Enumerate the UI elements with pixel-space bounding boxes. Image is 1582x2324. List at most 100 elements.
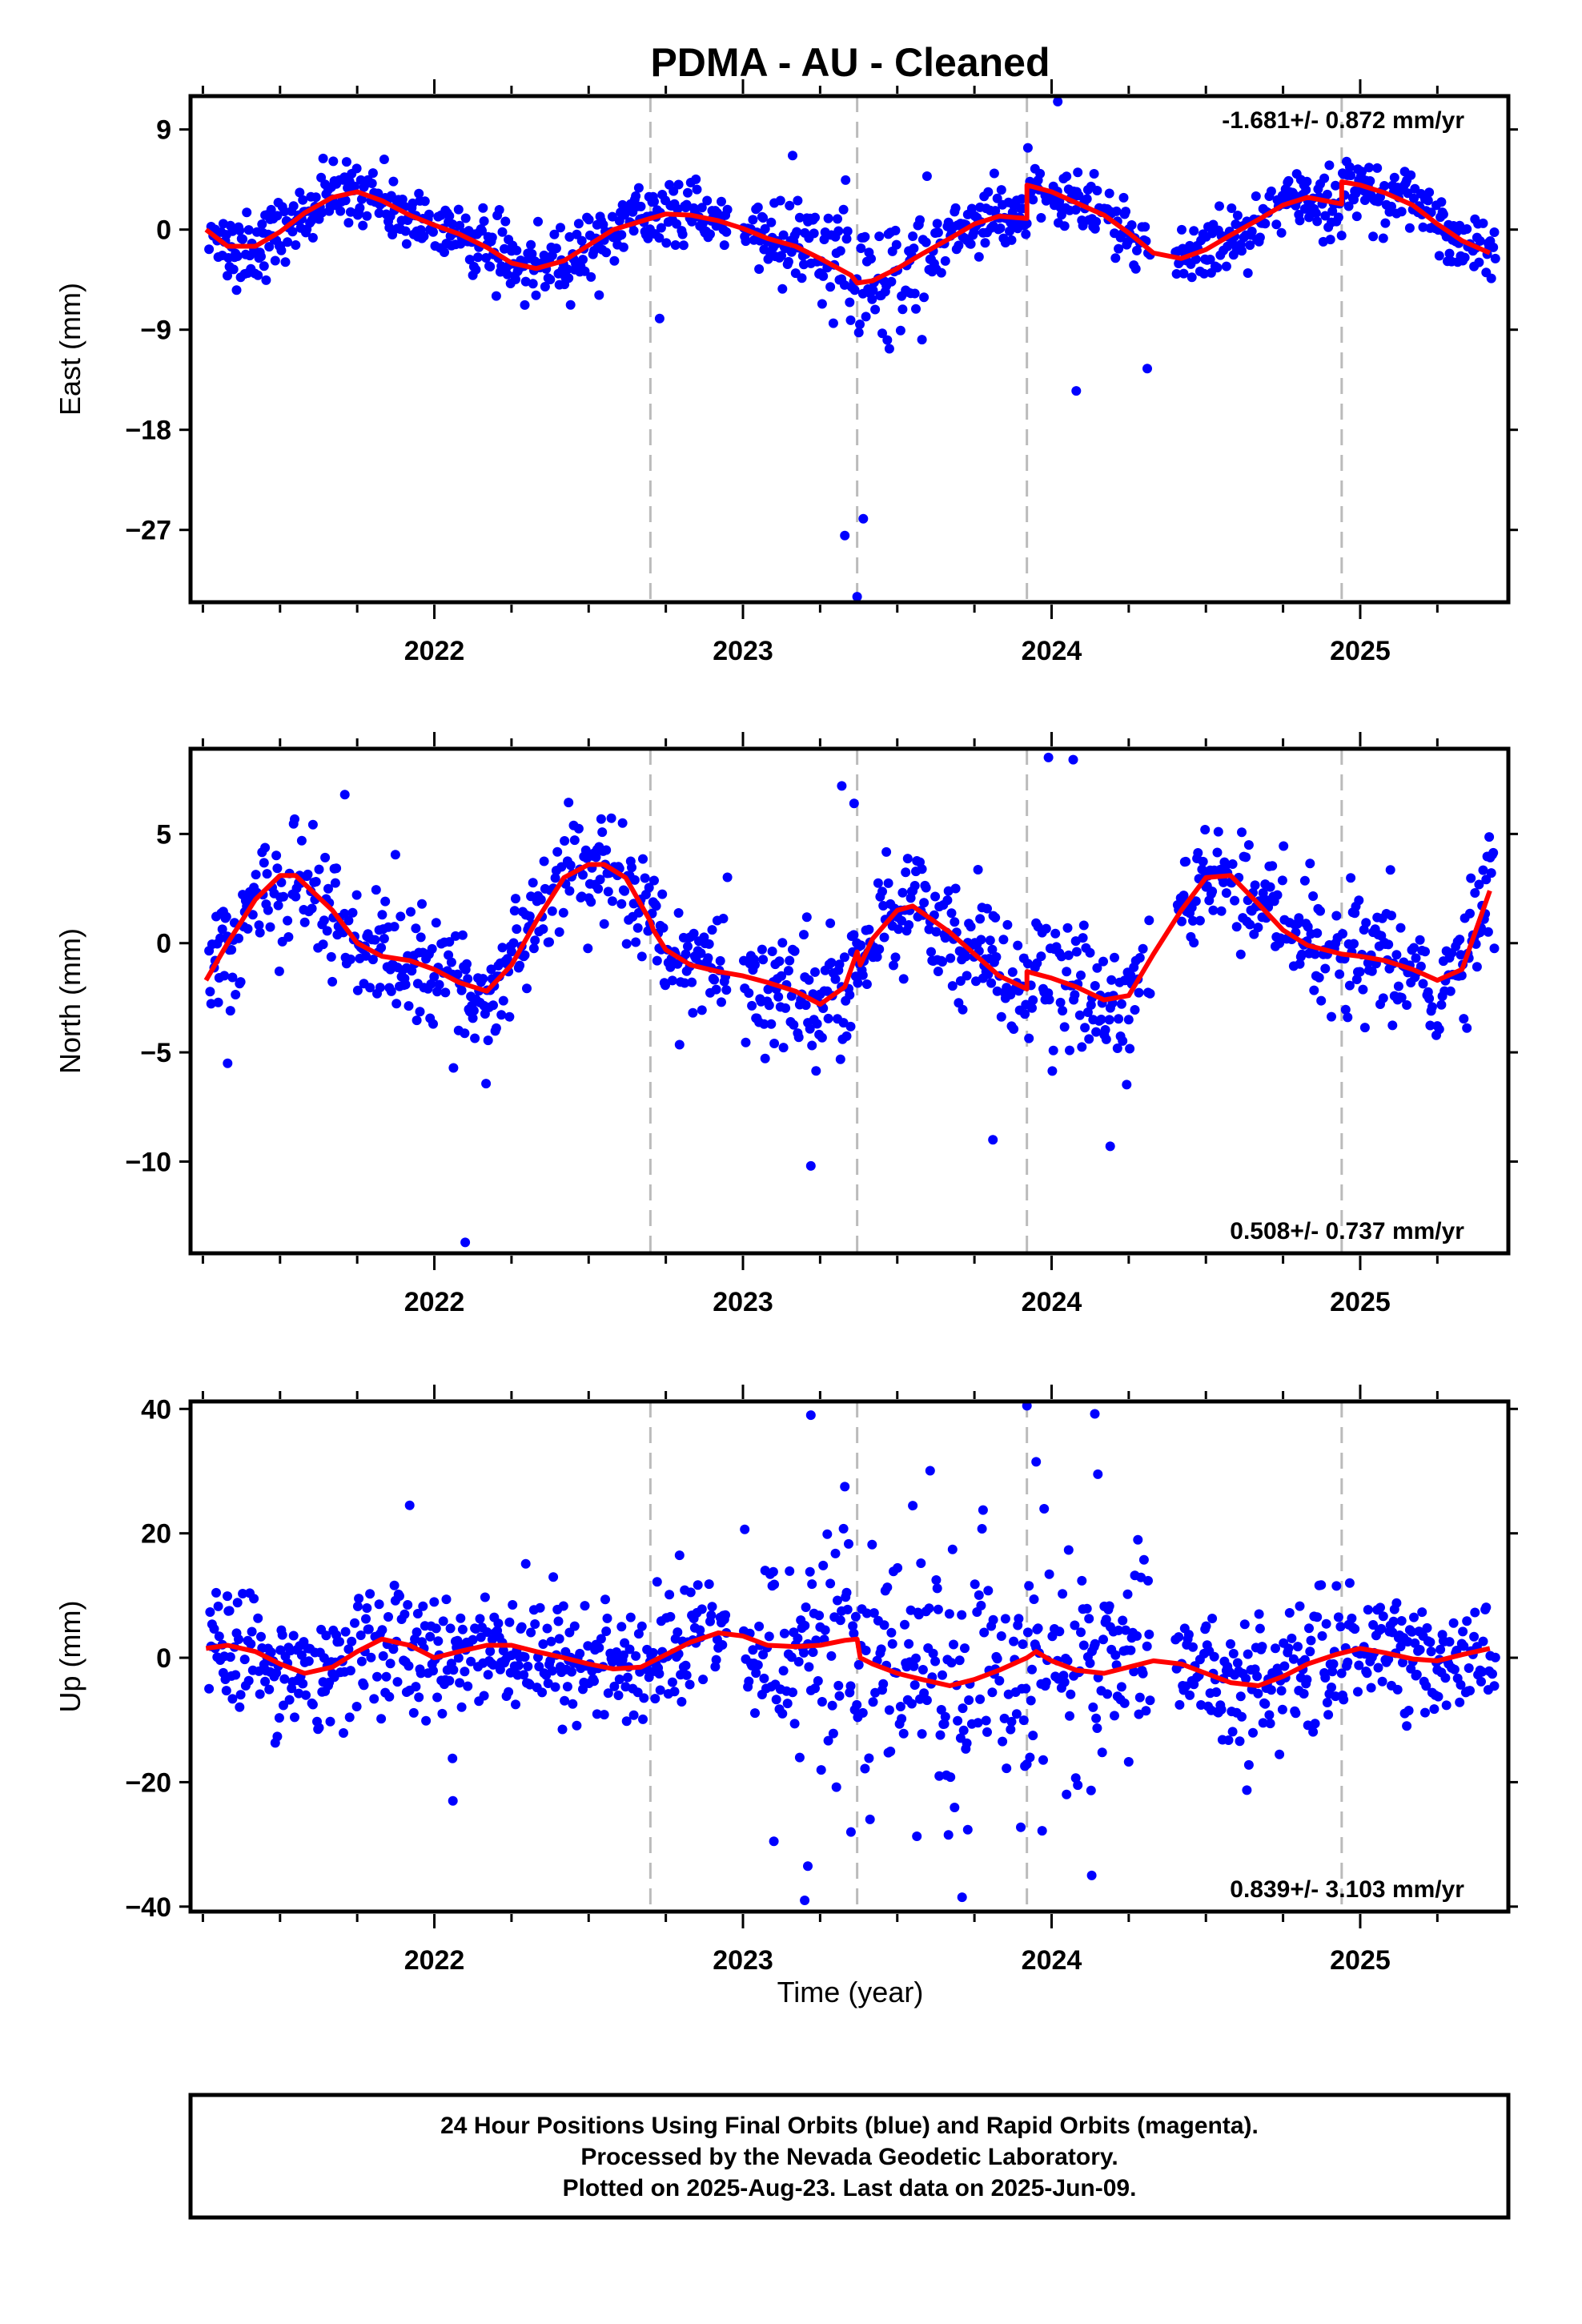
data-point <box>1039 1504 1050 1514</box>
data-point <box>921 1695 932 1706</box>
data-point <box>1481 875 1492 885</box>
data-point <box>658 923 669 933</box>
data-point <box>1378 233 1388 243</box>
east-plot-frame <box>188 94 1511 605</box>
data-point <box>811 1635 821 1646</box>
data-point <box>464 255 475 265</box>
data-point <box>343 1644 354 1655</box>
data-point <box>383 1612 393 1622</box>
data-point <box>359 1680 369 1691</box>
data-point <box>1114 1014 1124 1024</box>
data-point <box>868 285 878 296</box>
outlier-point <box>1142 364 1152 374</box>
data-point <box>205 987 215 997</box>
data-point <box>1464 1663 1474 1673</box>
data-point <box>569 1621 580 1631</box>
data-point <box>631 191 641 201</box>
data-point <box>842 1604 853 1614</box>
data-point <box>1426 1647 1436 1657</box>
data-point <box>1126 220 1137 230</box>
data-point <box>1027 1664 1037 1675</box>
data-point <box>1387 201 1396 211</box>
data-point <box>386 986 396 996</box>
data-point <box>1271 219 1282 230</box>
figure-title: PDMA - AU - Cleaned <box>650 40 1050 85</box>
outlier-point <box>852 592 862 602</box>
data-point <box>520 1652 530 1663</box>
data-point <box>1391 950 1402 960</box>
data-point <box>319 1653 329 1663</box>
data-point <box>1455 935 1465 945</box>
data-point <box>775 195 785 206</box>
data-point <box>1047 1631 1058 1642</box>
data-point <box>1308 891 1319 901</box>
data-point <box>460 213 471 223</box>
data-point <box>480 1592 490 1602</box>
data-point <box>767 947 777 956</box>
data-point <box>867 1539 877 1550</box>
data-point <box>370 935 380 945</box>
data-point <box>1427 1002 1437 1012</box>
data-point <box>1073 1780 1083 1791</box>
data-point <box>1111 206 1122 216</box>
data-point <box>826 958 837 968</box>
data-point <box>412 1015 422 1026</box>
data-point <box>279 207 290 217</box>
data-point <box>264 1684 275 1695</box>
data-point <box>1423 195 1433 206</box>
data-point <box>946 908 957 919</box>
data-point <box>432 1692 443 1703</box>
data-point <box>876 1644 886 1655</box>
data-point <box>1188 1642 1198 1652</box>
data-point <box>741 236 751 247</box>
data-point <box>204 244 215 255</box>
outlier-point <box>800 1896 810 1905</box>
data-point <box>1144 1629 1154 1639</box>
data-point <box>962 1738 972 1748</box>
data-point <box>524 911 535 922</box>
data-point <box>355 203 365 213</box>
x-tick-label: 2024 <box>1022 1287 1082 1317</box>
data-point <box>536 895 546 905</box>
data-point <box>789 1019 799 1030</box>
data-point <box>921 883 931 893</box>
data-point <box>491 1023 501 1033</box>
data-point <box>783 256 793 267</box>
data-point <box>1265 1719 1275 1729</box>
data-point <box>345 954 355 964</box>
data-point <box>1235 1691 1246 1702</box>
data-point <box>522 983 532 994</box>
data-point <box>1078 1640 1089 1651</box>
data-point <box>845 1021 856 1031</box>
data-point <box>744 1676 754 1687</box>
data-point <box>1486 273 1496 283</box>
data-point <box>1235 1736 1245 1747</box>
data-point <box>239 1655 250 1665</box>
data-point <box>1186 272 1197 283</box>
data-point <box>221 1686 231 1696</box>
data-point <box>628 226 639 236</box>
data-point <box>1267 861 1278 871</box>
data-point <box>629 875 640 885</box>
data-point <box>580 266 590 276</box>
data-point <box>759 1673 769 1683</box>
data-point <box>228 264 239 275</box>
data-point <box>1114 1625 1124 1635</box>
data-point <box>820 1625 830 1635</box>
data-point <box>654 1669 665 1679</box>
data-point <box>528 878 538 888</box>
data-point <box>1462 1023 1472 1033</box>
data-point <box>421 1715 432 1726</box>
data-point <box>1415 961 1426 971</box>
data-point <box>440 247 449 257</box>
data-point <box>1266 1685 1276 1695</box>
data-point <box>1331 1581 1342 1591</box>
data-point <box>781 1003 791 1013</box>
data-point <box>1065 1711 1074 1721</box>
data-point <box>638 1714 648 1724</box>
data-point <box>491 291 501 301</box>
outlier-point <box>805 1410 816 1421</box>
data-point <box>548 1572 559 1582</box>
data-point <box>234 1634 243 1644</box>
data-point <box>1325 235 1335 245</box>
